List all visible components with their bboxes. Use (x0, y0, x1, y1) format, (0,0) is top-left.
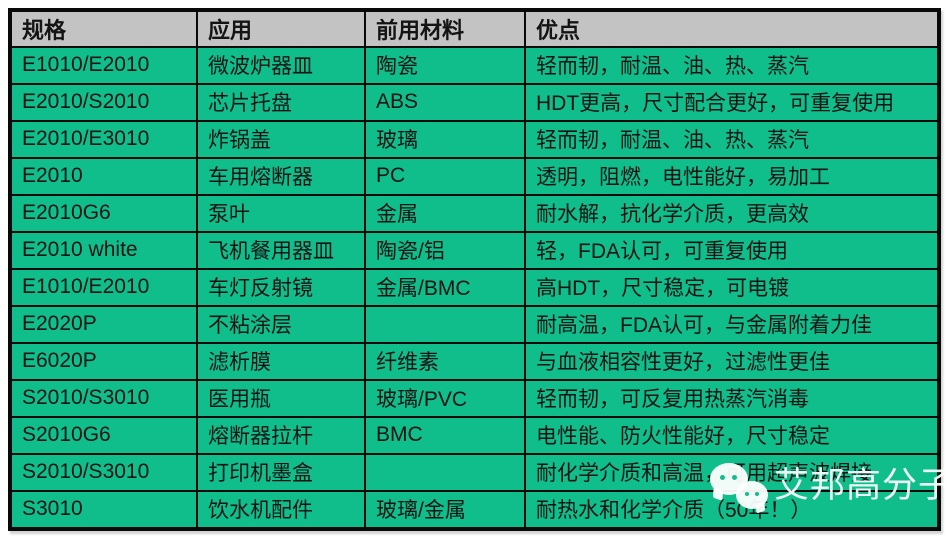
table-row: E2010 white 飞机餐用器皿 陶瓷/铝 轻，FDA认可，可重复使用 (9, 230, 940, 270)
cell-application: 车灯反射镜 (196, 267, 366, 307)
cell-application: 不粘涂层 (196, 304, 366, 344)
cell-previous-material (364, 452, 526, 492)
table-row: E2010/S2010 芯片托盘 ABS HDT更高，尺寸配合更好，可重复使用 (9, 82, 940, 122)
table-row: E2010/E3010 炸锅盖 玻璃 轻而韧，耐温、油、热、蒸汽 (9, 119, 940, 159)
cell-application: 熔断器拉杆 (196, 415, 366, 455)
cell-spec: E2010G6 (9, 193, 198, 233)
cell-advantage: 轻而韧，可反复用热蒸汽消毒 (524, 378, 940, 418)
cell-application: 饮水机配件 (196, 489, 366, 531)
table-row: S2010/S3010 医用瓶 玻璃/PVC 轻而韧，可反复用热蒸汽消毒 (9, 378, 940, 418)
cell-advantage: 轻而韧，耐温、油、热、蒸汽 (524, 46, 940, 85)
cell-advantage: 轻，FDA认可，可重复使用 (524, 230, 940, 270)
cell-application: 微波炉器皿 (196, 46, 366, 85)
cell-previous-material: 玻璃/PVC (364, 378, 526, 418)
cell-application: 滤析膜 (196, 341, 366, 381)
table-header: 规格 应用 前用材料 优点 (9, 9, 940, 48)
cell-spec: E2010 (9, 156, 198, 196)
table-row: S2010/S3010 打印机墨盒 耐化学介质和高温，可用超声波焊接 (9, 452, 940, 492)
cell-previous-material: BMC (364, 415, 526, 455)
cell-application: 芯片托盘 (196, 82, 366, 122)
cell-advantage: 高HDT，尺寸稳定，可电镀 (524, 267, 940, 307)
cell-application: 医用瓶 (196, 378, 366, 418)
cell-previous-material: 金属/BMC (364, 267, 526, 307)
cell-previous-material: 玻璃/金属 (364, 489, 526, 531)
cell-application: 炸锅盖 (196, 119, 366, 159)
col-header-application: 应用 (196, 9, 366, 48)
table-row: E1010/E2010 车灯反射镜 金属/BMC 高HDT，尺寸稳定，可电镀 (9, 267, 940, 307)
cell-advantage: 耐热水和化学介质（50年！） (524, 489, 940, 531)
cell-spec: S3010 (9, 489, 198, 531)
cell-spec: S2010/S3010 (9, 452, 198, 492)
cell-application: 车用熔断器 (196, 156, 366, 196)
table-row: E2020P 不粘涂层 耐高温，FDA认可，与金属附着力佳 (9, 304, 940, 344)
cell-advantage: 轻而韧，耐温、油、热、蒸汽 (524, 119, 940, 159)
cell-previous-material: PC (364, 156, 526, 196)
header-row: 规格 应用 前用材料 优点 (9, 9, 940, 48)
cell-previous-material: 纤维素 (364, 341, 526, 381)
cell-spec: E2010/E3010 (9, 119, 198, 159)
cell-spec: E2020P (9, 304, 198, 344)
table-row: S3010 饮水机配件 玻璃/金属 耐热水和化学介质（50年！） (9, 489, 940, 531)
cell-spec: E1010/E2010 (9, 46, 198, 85)
cell-application: 打印机墨盒 (196, 452, 366, 492)
cell-advantage: 耐水解，抗化学介质，更高效 (524, 193, 940, 233)
materials-comparison-table: 规格 应用 前用材料 优点 E1010/E2010 微波炉器皿 陶瓷 轻而韧，耐温、油… (8, 8, 941, 531)
cell-advantage: HDT更高，尺寸配合更好，可重复使用 (524, 82, 940, 122)
cell-advantage: 与血液相容性更好，过滤性更佳 (524, 341, 940, 381)
cell-previous-material: 玻璃 (364, 119, 526, 159)
table-row: E1010/E2010 微波炉器皿 陶瓷 轻而韧，耐温、油、热、蒸汽 (9, 46, 940, 85)
cell-previous-material: 金属 (364, 193, 526, 233)
cell-application: 飞机餐用器皿 (196, 230, 366, 270)
cell-spec: E2010/S2010 (9, 82, 198, 122)
table-row: E6020P 滤析膜 纤维素 与血液相容性更好，过滤性更佳 (9, 341, 940, 381)
cell-spec: E2010 white (9, 230, 198, 270)
col-header-spec: 规格 (9, 9, 198, 48)
cell-advantage: 透明，阻燃，电性能好，易加工 (524, 156, 940, 196)
cell-spec: E6020P (9, 341, 198, 381)
table-body: E1010/E2010 微波炉器皿 陶瓷 轻而韧，耐温、油、热、蒸汽 E2010/S20… (9, 46, 940, 531)
cell-spec: S2010G6 (9, 415, 198, 455)
col-header-previous-material: 前用材料 (364, 9, 526, 48)
cell-previous-material (364, 304, 526, 344)
table-row: S2010G6 熔断器拉杆 BMC 电性能、防火性能好，尺寸稳定 (9, 415, 940, 455)
table-row: E2010G6 泵叶 金属 耐水解，抗化学介质，更高效 (9, 193, 940, 233)
cell-advantage: 耐高温，FDA认可，与金属附着力佳 (524, 304, 940, 344)
cell-previous-material: 陶瓷 (364, 46, 526, 85)
cell-advantage: 电性能、防火性能好，尺寸稳定 (524, 415, 940, 455)
cell-spec: S2010/S3010 (9, 378, 198, 418)
cell-previous-material: 陶瓷/铝 (364, 230, 526, 270)
table-row: E2010 车用熔断器 PC 透明，阻燃，电性能好，易加工 (9, 156, 940, 196)
cell-previous-material: ABS (364, 82, 526, 122)
cell-spec: E1010/E2010 (9, 267, 198, 307)
cell-application: 泵叶 (196, 193, 366, 233)
col-header-advantage: 优点 (524, 9, 940, 48)
cell-advantage: 耐化学介质和高温，可用超声波焊接 (524, 452, 940, 492)
